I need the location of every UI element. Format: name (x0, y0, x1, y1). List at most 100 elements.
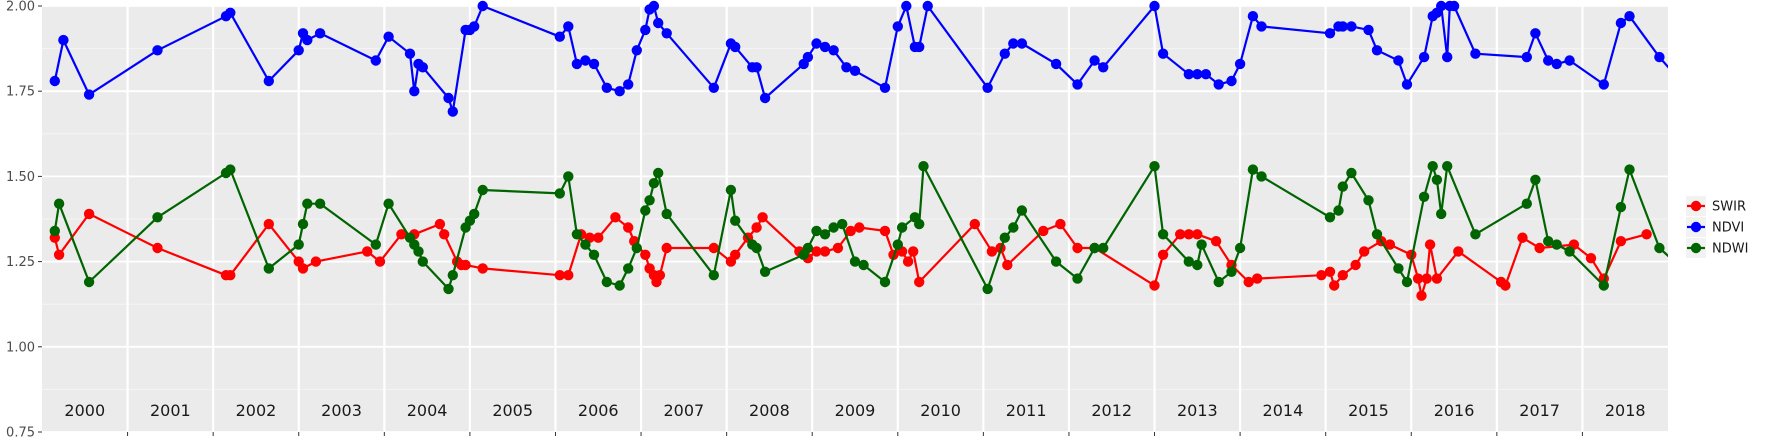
data-point-ndvi (447, 106, 458, 117)
data-point-swir (1424, 239, 1436, 250)
data-point-ndwi (1401, 276, 1413, 288)
data-point-ndwi (1192, 259, 1203, 271)
data-point-ndvi (1089, 55, 1100, 66)
data-point-ndwi (1157, 229, 1169, 240)
data-point-ndvi (1363, 24, 1374, 36)
data-point-swir (1337, 270, 1349, 281)
data-point-ndwi (1442, 161, 1453, 172)
data-point-ndvi (417, 62, 428, 73)
data-point-ndwi (49, 225, 60, 237)
data-point-swir (1183, 229, 1195, 240)
data-point-ndvi (477, 0, 488, 12)
data-point-ndwi (640, 205, 651, 216)
data-point-ndvi (263, 75, 274, 87)
data-point-ndwi (892, 239, 903, 250)
data-point-ndvi (571, 58, 583, 70)
data-point-ndwi (1337, 181, 1349, 192)
data-point-swir (845, 225, 856, 237)
y-tick-label: 1.75 (6, 85, 35, 100)
data-point-ndwi (152, 212, 163, 223)
data-point-ndwi (982, 283, 993, 295)
series-line-swir (53, 212, 1647, 297)
data-point-ndvi (922, 0, 933, 12)
data-point-ndwi (1521, 198, 1533, 209)
data-point-swir (832, 242, 844, 254)
data-point-ndvi (1016, 38, 1028, 49)
data-point-ndvi (58, 34, 69, 46)
data-point-ndvi (1543, 55, 1554, 66)
data-point-ndwi (1431, 174, 1443, 185)
data-point-ndwi (661, 208, 672, 220)
data-point-ndwi (999, 232, 1010, 243)
data-point-ndwi (1543, 236, 1554, 247)
data-point-ndvi (901, 0, 912, 12)
data-point-ndvi (1654, 51, 1665, 63)
data-point-ndvi (1624, 11, 1635, 22)
data-point-ndwi (1393, 263, 1404, 274)
data-point-ndwi (896, 222, 908, 233)
data-point-swir (640, 249, 651, 260)
data-point-ndvi (631, 45, 642, 56)
series-layer (49, 0, 1694, 301)
data-point-ndvi (443, 92, 454, 104)
data-point-swir (1453, 246, 1464, 257)
data-point-swir (1038, 225, 1049, 237)
data-point-ndwi (1427, 161, 1438, 172)
year-label: 2008 (749, 401, 790, 420)
data-point-swir (1316, 270, 1327, 281)
data-point-swir (297, 263, 309, 274)
data-point-swir (1500, 280, 1511, 291)
data-point-ndwi (1016, 205, 1028, 216)
data-point-swir (986, 246, 998, 257)
data-point-ndvi (370, 55, 381, 66)
data-point-swir (610, 212, 621, 223)
data-point-ndvi (383, 31, 394, 42)
data-point-ndwi (370, 239, 381, 250)
data-point-ndvi (1346, 21, 1357, 32)
data-point-swir (554, 270, 565, 281)
data-point-ndwi (1470, 229, 1481, 240)
data-point-ndwi (263, 263, 274, 274)
y-tick-label: 1.50 (6, 170, 35, 185)
data-point-swir (1412, 273, 1424, 284)
data-point-ndvi (469, 21, 480, 32)
data-point-swir (1517, 232, 1528, 243)
data-point-ndvi (1436, 0, 1447, 12)
data-point-ndvi (1418, 51, 1430, 63)
data-point-ndvi (982, 82, 993, 94)
data-point-ndvi (1684, 86, 1694, 96)
data-point-ndwi (1247, 164, 1259, 175)
data-point-ndvi (1564, 55, 1575, 66)
data-point-ndvi (580, 55, 591, 66)
data-point-swir (1210, 236, 1222, 247)
data-point-ndwi (1371, 229, 1383, 240)
data-point-ndvi (293, 45, 304, 56)
data-point-ndvi (1598, 79, 1610, 90)
year-label: 2013 (1177, 401, 1218, 420)
data-point-swir (460, 259, 471, 271)
data-point-ndvi (152, 45, 163, 56)
data-point-swir (914, 276, 925, 288)
data-point-swir (969, 218, 980, 230)
data-point-swir (434, 218, 446, 230)
y-tick-label: 2.00 (6, 0, 35, 15)
data-point-ndwi (1050, 256, 1062, 267)
data-point-swir (1072, 242, 1083, 254)
data-point-ndvi (1530, 28, 1541, 39)
data-point-swir (854, 222, 865, 233)
data-point-ndwi (1196, 239, 1207, 250)
data-point-ndwi (708, 270, 719, 281)
data-point-ndwi (644, 195, 655, 206)
data-point-ndwi (759, 266, 771, 277)
data-point-ndwi (1256, 171, 1267, 182)
data-point-swir (1157, 249, 1169, 260)
data-point-ndvi (1448, 0, 1460, 12)
data-point-ndvi (404, 48, 416, 59)
data-point-ndvi (614, 86, 625, 97)
data-point-swir (1431, 273, 1443, 284)
year-label: 2004 (407, 401, 448, 420)
data-point-ndvi (588, 58, 600, 70)
data-point-ndvi (751, 62, 762, 73)
data-point-ndvi (554, 31, 565, 42)
